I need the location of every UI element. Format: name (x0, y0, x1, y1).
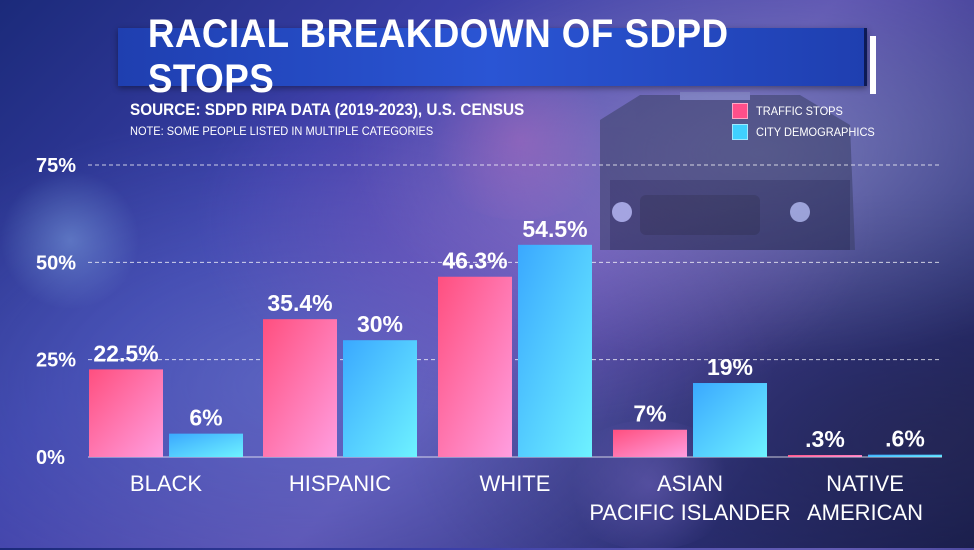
x-category-label: HISPANIC (289, 471, 391, 496)
bar (263, 319, 337, 457)
bar (343, 340, 417, 457)
legend-label-traffic-stops: TRAFFIC STOPS (756, 104, 843, 118)
x-category-label: ASIAN (657, 471, 723, 496)
title-banner: RACIAL BREAKDOWN OF SDPD STOPS (118, 12, 876, 101)
legend-label-city-demographics: CITY DEMOGRAPHICS (756, 125, 875, 139)
data-label: 54.5% (522, 216, 587, 242)
y-tick-label: 75% (36, 155, 76, 177)
data-label: 30% (357, 311, 403, 337)
x-category-label: AMERICAN (807, 500, 923, 525)
y-tick-label: 0% (36, 447, 65, 469)
chart-title: RACIAL BREAKDOWN OF SDPD STOPS (147, 12, 729, 101)
data-label: 22.5% (93, 340, 158, 366)
x-category-label: WHITE (480, 471, 551, 496)
x-category-label: NATIVE (826, 471, 904, 496)
x-category-label: BLACK (130, 471, 202, 496)
bar (438, 276, 512, 457)
data-label: 35.4% (267, 290, 332, 316)
bar (89, 369, 163, 457)
legend-swatch-city-demographics (732, 124, 748, 140)
y-tick-label: 25% (36, 350, 76, 372)
bar (788, 455, 862, 457)
data-label: 6% (189, 405, 222, 431)
legend-swatch-traffic-stops (732, 103, 748, 119)
data-label: 19% (707, 354, 753, 380)
data-label: .3% (805, 426, 845, 452)
data-label: .6% (885, 426, 925, 452)
bar (868, 454, 942, 457)
chart-note: NOTE: SOME PEOPLE LISTED IN MULTIPLE CAT… (130, 124, 434, 138)
x-category-label: PACIFIC ISLANDER (589, 500, 790, 525)
bar (169, 433, 243, 457)
bar (693, 383, 767, 457)
bar (613, 429, 687, 457)
y-tick-label: 50% (36, 252, 76, 274)
data-label: 46.3% (442, 248, 507, 274)
chart-source: SOURCE: SDPD RIPA DATA (2019-2023), U.S.… (130, 100, 525, 119)
data-label: 7% (633, 401, 666, 427)
title-accent-bar (870, 36, 876, 94)
legend-item-traffic-stops: TRAFFIC STOPS (732, 103, 850, 119)
legend-item-city-demographics: CITY DEMOGRAPHICS (732, 124, 885, 140)
bar (518, 244, 592, 457)
